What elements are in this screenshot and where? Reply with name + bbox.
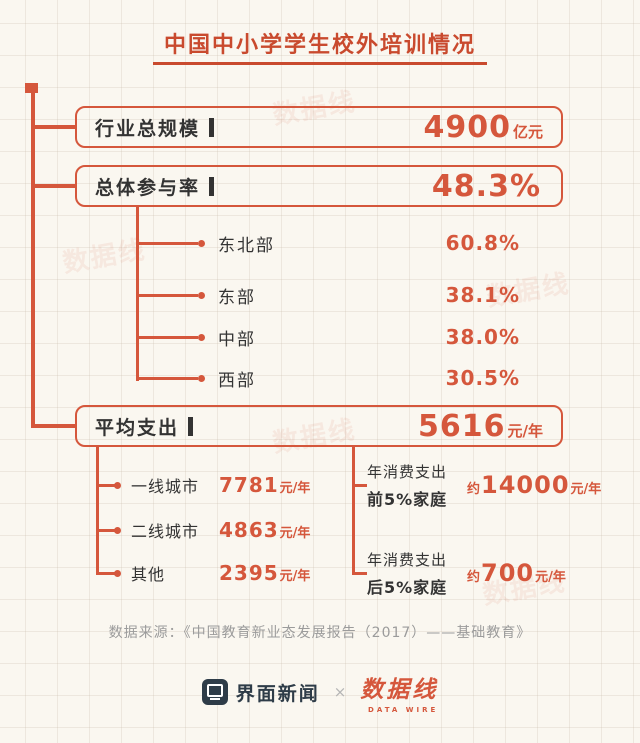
- city-tier-value: 7781: [219, 473, 279, 497]
- connector-branch-participation: [31, 184, 77, 188]
- extreme-label-group: 年消费支出 后5%家庭: [367, 549, 465, 598]
- city-tier-label: 一线城市: [131, 477, 200, 496]
- metric-label: 平均支出: [95, 416, 180, 439]
- city-tier-row-other: 其他 2395 元/年: [114, 558, 356, 588]
- connector-extremes-branch: [352, 572, 367, 575]
- extreme-label-line1: 年消费支出: [367, 462, 448, 481]
- connector-extremes-branch: [352, 484, 367, 487]
- region-row-northeast: 东北部 60.8%: [198, 228, 520, 258]
- connector-participation-branch: [136, 377, 198, 380]
- connector-participation-branch: [136, 242, 198, 245]
- region-value: 38.0%: [445, 325, 520, 349]
- jiemian-icon-base: [209, 698, 220, 700]
- region-row-central: 中部 38.0%: [198, 322, 520, 352]
- jiemian-icon-screen: [206, 684, 223, 697]
- connector-participation-branch: [136, 336, 198, 339]
- metric-unit: 亿元: [512, 122, 543, 141]
- extreme-label-line1: 年消费支出: [367, 550, 448, 569]
- city-tier-label: 二线城市: [131, 522, 200, 541]
- metric-label: 行业总规模: [95, 117, 201, 140]
- bullet-dot-icon: [114, 526, 121, 534]
- footer-logos: 界面新闻 × 数据线 DATA WIRE: [0, 670, 640, 714]
- extreme-label-group: 年消费支出 前5%家庭: [367, 461, 465, 510]
- region-value: 30.5%: [445, 366, 520, 390]
- label-separator-bar: [209, 117, 215, 137]
- metric-value-group: 48.3%: [432, 169, 543, 204]
- metric-box-average-spending: 平均支出 5616 元/年: [75, 405, 563, 447]
- region-row-west: 西部 30.5%: [198, 363, 520, 393]
- metric-label: 总体参与率: [95, 176, 201, 199]
- logo-separator: ×: [333, 683, 347, 701]
- city-tier-value-group: 4863 元/年: [219, 518, 310, 542]
- city-tier-value: 4863: [219, 518, 279, 542]
- region-value: 60.8%: [445, 231, 520, 255]
- extreme-value-group: 约 700 元/年: [467, 559, 566, 587]
- city-tier-value: 2395: [219, 561, 279, 585]
- metric-box-industry-scale: 行业总规模 4900 亿元: [75, 106, 563, 148]
- extreme-value: 14000: [481, 471, 570, 499]
- metric-box-participation-rate: 总体参与率 48.3%: [75, 165, 563, 207]
- connector-branch-spending: [31, 424, 77, 428]
- connector-extremes-trunk: [352, 447, 355, 575]
- region-row-east: 东部 38.1%: [198, 280, 520, 310]
- region-label: 东北部: [218, 235, 275, 256]
- extreme-value-prefix: 约: [467, 570, 481, 585]
- data-source-note: 数据来源：《中国教育新业态发展报告（2017）——基础教育》: [108, 625, 532, 641]
- region-label: 中部: [218, 329, 256, 350]
- extreme-block-top5: 年消费支出 前5%家庭 约 14000 元/年: [367, 458, 603, 512]
- datawire-logo-text: 数据线: [360, 677, 439, 703]
- extreme-block-bottom5: 年消费支出 后5%家庭 约 700 元/年: [367, 546, 603, 600]
- metric-value: 5616: [418, 408, 506, 444]
- region-label: 西部: [218, 370, 256, 391]
- city-tier-value-group: 7781 元/年: [219, 473, 310, 497]
- connector-spending-branch: [96, 572, 116, 575]
- city-tier-unit: 元/年: [279, 569, 311, 584]
- metric-value: 48.3%: [431, 168, 541, 204]
- bullet-dot-icon: [198, 374, 205, 382]
- extreme-unit: 元/年: [570, 482, 602, 497]
- datawire-logo-subtext: DATA WIRE: [368, 706, 439, 714]
- city-tier-value-group: 2395 元/年: [219, 561, 310, 585]
- city-tier-label: 其他: [131, 565, 166, 584]
- extreme-label-line2: 前5%家庭: [367, 489, 448, 509]
- metric-value: 4900: [423, 109, 511, 145]
- extreme-value-group: 约 14000 元/年: [467, 471, 601, 499]
- connector-branch-industry: [31, 125, 77, 129]
- jiemian-logo-icon: [201, 679, 228, 705]
- title-underline: [153, 62, 487, 65]
- bullet-dot-icon: [198, 333, 205, 341]
- metric-value-group: 5616 元/年: [418, 409, 543, 444]
- label-separator-bar: [188, 416, 194, 436]
- page-title: 中国中小学学生校外培训情况: [163, 33, 476, 58]
- metric-value-group: 4900 亿元: [423, 110, 543, 145]
- extreme-unit: 元/年: [535, 570, 566, 585]
- label-separator-bar: [209, 176, 215, 196]
- metric-unit: 元/年: [507, 421, 543, 440]
- connector-spending-branch: [96, 529, 116, 532]
- bullet-dot-icon: [198, 291, 205, 299]
- bullet-dot-icon: [114, 481, 121, 489]
- extreme-label-line2: 后5%家庭: [367, 577, 448, 597]
- bullet-dot-icon: [114, 569, 121, 577]
- extreme-value: 700: [481, 559, 535, 587]
- connector-trunk: [31, 85, 35, 428]
- extreme-value-prefix: 约: [467, 482, 481, 497]
- connector-spending-branch: [96, 484, 116, 487]
- city-tier-unit: 元/年: [279, 481, 311, 496]
- city-tier-row-first: 一线城市 7781 元/年: [114, 470, 356, 500]
- jiemian-logo-text: 界面新闻: [235, 682, 320, 705]
- jiemian-logo: 界面新闻: [201, 679, 320, 706]
- datawire-logo: 数据线 DATA WIRE: [360, 670, 438, 714]
- connector-spending-trunk: [96, 447, 99, 575]
- region-value: 38.1%: [445, 283, 520, 307]
- city-tier-unit: 元/年: [279, 526, 311, 541]
- connector-participation-branch: [136, 294, 198, 297]
- region-label: 东部: [218, 287, 256, 308]
- city-tier-row-second: 二线城市 4863 元/年: [114, 515, 356, 545]
- bullet-dot-icon: [198, 239, 205, 247]
